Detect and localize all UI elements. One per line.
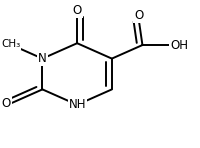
Text: CH₃: CH₃: [1, 39, 20, 49]
Text: N: N: [38, 52, 47, 65]
Text: NH: NH: [68, 98, 86, 111]
Text: O: O: [2, 97, 11, 110]
Text: OH: OH: [170, 38, 188, 52]
Text: O: O: [134, 9, 143, 22]
Text: O: O: [73, 4, 82, 17]
